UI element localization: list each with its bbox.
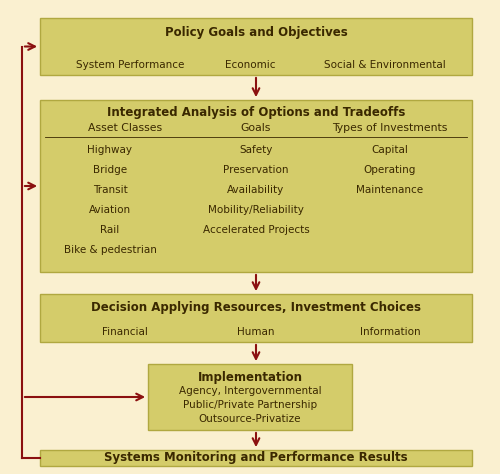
Text: Safety: Safety <box>240 145 272 155</box>
Text: Highway: Highway <box>88 145 132 155</box>
Text: Policy Goals and Objectives: Policy Goals and Objectives <box>164 26 348 38</box>
Text: Integrated Analysis of Options and Tradeoffs: Integrated Analysis of Options and Trade… <box>107 106 405 118</box>
Text: Implementation: Implementation <box>198 371 302 383</box>
Text: Decision Applying Resources, Investment Choices: Decision Applying Resources, Investment … <box>91 301 421 315</box>
Text: Public/Private Partnership: Public/Private Partnership <box>183 400 317 410</box>
Text: Systems Monitoring and Performance Results: Systems Monitoring and Performance Resul… <box>104 452 408 465</box>
Text: Preservation: Preservation <box>223 165 289 175</box>
Text: Operating: Operating <box>364 165 416 175</box>
Bar <box>40 18 472 75</box>
Text: Agency, Intergovernmental: Agency, Intergovernmental <box>178 386 322 396</box>
Bar <box>40 450 472 466</box>
Text: Capital: Capital <box>372 145 408 155</box>
Bar <box>40 100 472 272</box>
Text: Bridge: Bridge <box>93 165 127 175</box>
Text: Bike & pedestrian: Bike & pedestrian <box>64 245 156 255</box>
Text: Aviation: Aviation <box>89 205 131 215</box>
Text: Rail: Rail <box>100 225 119 235</box>
Bar <box>148 364 352 430</box>
Text: Transit: Transit <box>92 185 128 195</box>
Text: Goals: Goals <box>241 123 271 133</box>
Text: Economic: Economic <box>225 60 275 70</box>
Bar <box>40 294 472 342</box>
Text: Outsource-Privatize: Outsource-Privatize <box>199 414 301 424</box>
Text: Social & Environmental: Social & Environmental <box>324 60 446 70</box>
Text: Information: Information <box>360 327 420 337</box>
Text: Types of Investments: Types of Investments <box>332 123 448 133</box>
Text: Maintenance: Maintenance <box>356 185 424 195</box>
Text: Mobility/Reliability: Mobility/Reliability <box>208 205 304 215</box>
Text: Availability: Availability <box>228 185 284 195</box>
Text: Accelerated Projects: Accelerated Projects <box>202 225 310 235</box>
Text: Financial: Financial <box>102 327 148 337</box>
Text: System Performance: System Performance <box>76 60 184 70</box>
Text: Human: Human <box>238 327 275 337</box>
Text: Asset Classes: Asset Classes <box>88 123 162 133</box>
